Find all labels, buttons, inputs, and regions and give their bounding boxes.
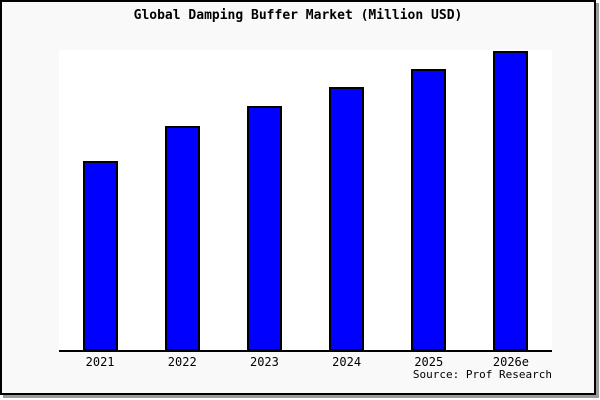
plot-area [59, 50, 552, 351]
bar-2022 [164, 126, 200, 351]
x-tick-2026e: 2026e [492, 355, 529, 369]
chart-title: Global Damping Buffer Market (Million US… [133, 8, 463, 23]
x-tick-2021: 2021 [85, 355, 115, 369]
bar-2025 [411, 69, 447, 351]
bar-slot-2022 [141, 50, 223, 351]
x-axis-labels: 2021 2022 2023 2024 2025 2026e [59, 355, 552, 369]
x-tick-2025: 2025 [414, 355, 444, 369]
bar-slot-2025 [388, 50, 470, 351]
x-tick-2023: 2023 [249, 355, 279, 369]
x-axis-line [59, 350, 552, 352]
source-label: Source: Prof Research [412, 368, 552, 381]
bar-2021 [82, 161, 118, 351]
bar-2023 [246, 106, 282, 351]
bar-slot-2024 [306, 50, 388, 351]
bar-slot-2021 [59, 50, 141, 351]
x-tick-2024: 2024 [332, 355, 362, 369]
x-tick-2022: 2022 [167, 355, 197, 369]
bar-slot-2023 [223, 50, 305, 351]
bar-slot-2026e [470, 50, 552, 351]
bar-2026e [493, 51, 529, 351]
bar-2024 [329, 87, 365, 351]
